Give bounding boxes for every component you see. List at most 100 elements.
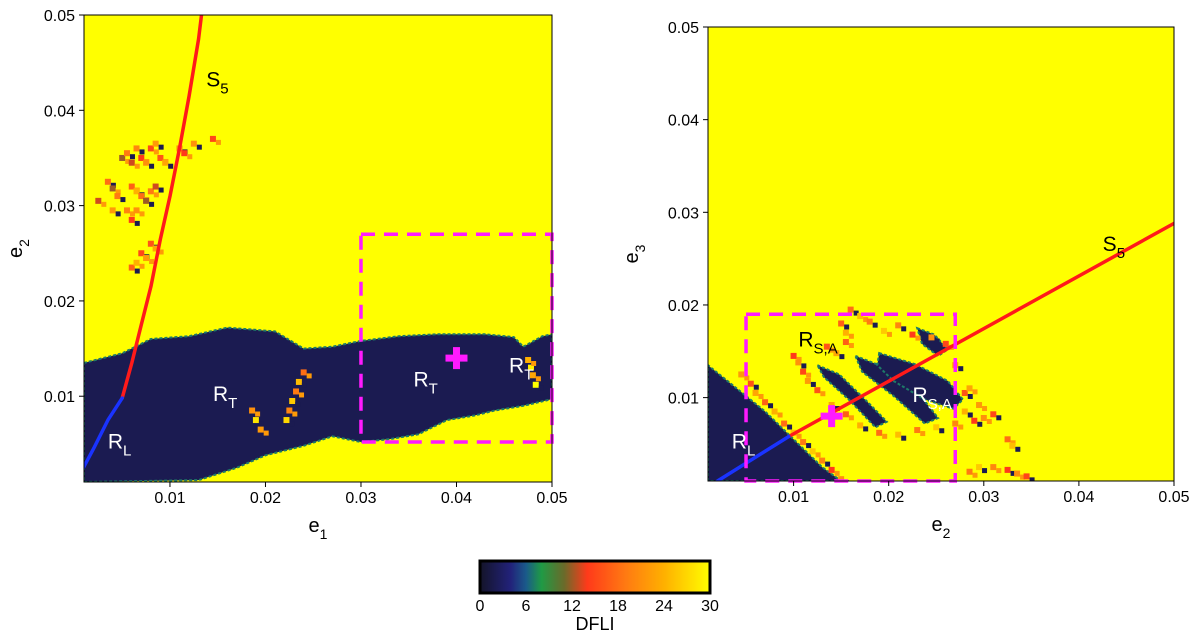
- chaotic-pixel: [1015, 446, 1021, 452]
- chaotic-pixel: [292, 411, 298, 417]
- chaotic-pixel: [972, 389, 978, 395]
- left-dashed-box: [359, 232, 554, 444]
- x-tick-label: 0.04: [1063, 489, 1094, 506]
- chaotic-pixel: [123, 150, 130, 157]
- chaotic-pixel: [961, 408, 968, 415]
- chaotic-pixel: [138, 154, 145, 161]
- chaotic-pixel: [538, 385, 544, 391]
- chaotic-pixel: [996, 415, 1002, 421]
- chaotic-pixel: [123, 207, 130, 214]
- region-label: RS,A: [798, 329, 837, 358]
- right-curves: [715, 221, 1174, 481]
- chaotic-pixel: [842, 339, 849, 346]
- colorbar-gradient: [478, 559, 712, 595]
- chaotic-pixel: [829, 347, 835, 353]
- y-tick-label: 0.02: [44, 294, 75, 311]
- chaotic-pixel: [133, 188, 140, 195]
- chaotic-pixel: [133, 259, 140, 266]
- left-region-labels: S5 RL RT RT RT: [108, 68, 533, 459]
- chaotic-pixel: [834, 470, 840, 476]
- x-tick-label: 0.05: [536, 490, 567, 507]
- chaotic-pixel: [901, 326, 907, 332]
- chaotic-pixel: [133, 145, 140, 152]
- chaotic-pixel: [95, 197, 102, 204]
- chaotic-pixel: [134, 163, 140, 169]
- chaotic-pixel: [972, 472, 978, 478]
- chaotic-pixel: [820, 391, 826, 397]
- chaotic-pixel: [119, 154, 126, 161]
- chaotic-pixel: [848, 343, 854, 349]
- chaotic-pixel: [1020, 474, 1026, 480]
- left-curves: [84, 15, 204, 471]
- chaotic-pixel: [190, 140, 197, 147]
- x-tick-label: 0.02: [873, 489, 904, 506]
- chaotic-pixel: [800, 368, 807, 375]
- stable-region: [876, 351, 965, 410]
- right-dashed-box: [744, 312, 958, 483]
- left-y-axis-label: e2: [5, 239, 32, 258]
- chaotic-pixel: [215, 139, 221, 145]
- chaotic-pixel: [958, 424, 964, 430]
- colorbar-tick-label: 6: [522, 598, 531, 615]
- chaotic-pixel: [872, 322, 878, 328]
- left-y-ticks: 0.01 0.02 0.03 0.04 0.05: [44, 8, 84, 406]
- x-tick-label: 0.03: [968, 489, 999, 506]
- chaotic-pixel: [823, 343, 830, 350]
- chaotic-pixel: [787, 424, 793, 430]
- chaotic-pixel: [986, 418, 992, 424]
- chaotic-pixel: [738, 371, 745, 378]
- chaotic-pixel: [143, 255, 150, 262]
- chaotic-pixel: [128, 216, 135, 223]
- right-chaotic-bands: [738, 306, 1035, 481]
- chaotic-pixel: [158, 249, 164, 255]
- chaotic-pixel: [149, 259, 155, 265]
- chaotic-pixel: [1010, 470, 1016, 476]
- right-plot-frame: [707, 26, 1175, 482]
- chaotic-pixel: [853, 310, 859, 316]
- x-tick-label: 0.04: [441, 490, 472, 507]
- chaotic-pixel: [249, 407, 256, 414]
- chaotic-pixel: [533, 368, 539, 374]
- chaotic-pixel: [255, 411, 261, 417]
- chaotic-pixel: [795, 359, 802, 366]
- chaotic-pixel: [134, 220, 140, 226]
- chaotic-pixel: [152, 140, 159, 147]
- chaotic-pixel: [1014, 470, 1021, 477]
- chaotic-pixel: [933, 424, 940, 431]
- chaotic-pixel: [129, 154, 135, 160]
- left-plot-frame: [83, 14, 553, 483]
- right-y-axis-label: e3: [621, 244, 648, 263]
- chaotic-pixel: [971, 417, 978, 424]
- chaotic-pixel: [806, 372, 812, 378]
- chaotic-pixel: [181, 150, 188, 157]
- chaotic-pixel: [958, 366, 964, 372]
- chaotic-pixel: [295, 378, 302, 385]
- chaotic-pixel: [928, 334, 935, 341]
- right-region-labels: S5 RS,A RS,A RL: [732, 233, 1125, 459]
- chaotic-pixel: [777, 412, 783, 418]
- chaotic-pixel: [1004, 466, 1011, 473]
- chaotic-pixel: [104, 178, 111, 185]
- stable-region: [84, 326, 552, 482]
- left-x-axis-label: e1: [309, 515, 328, 542]
- chaotic-pixel: [157, 154, 164, 161]
- chaotic-pixel: [790, 352, 797, 359]
- chaotic-pixel: [977, 421, 983, 427]
- chaotic-pixel: [152, 245, 159, 252]
- chaotic-pixel: [293, 388, 300, 395]
- chaotic-pixel: [139, 211, 145, 217]
- chaotic-pixel: [895, 431, 902, 438]
- chaotic-pixel: [257, 426, 264, 433]
- colorbar-tick-label: 12: [563, 598, 581, 615]
- chaotic-pixel: [863, 426, 869, 432]
- chaotic-pixel: [168, 163, 174, 169]
- curve-s5: [120, 15, 204, 400]
- chaotic-pixel: [129, 211, 135, 217]
- chaotic-pixel: [138, 250, 145, 257]
- y-tick-label: 0.03: [44, 199, 75, 216]
- chaotic-pixel: [771, 408, 778, 415]
- chaotic-pixel: [532, 381, 539, 388]
- region-label: RS,A: [912, 384, 951, 413]
- y-tick-label: 0.04: [668, 113, 699, 130]
